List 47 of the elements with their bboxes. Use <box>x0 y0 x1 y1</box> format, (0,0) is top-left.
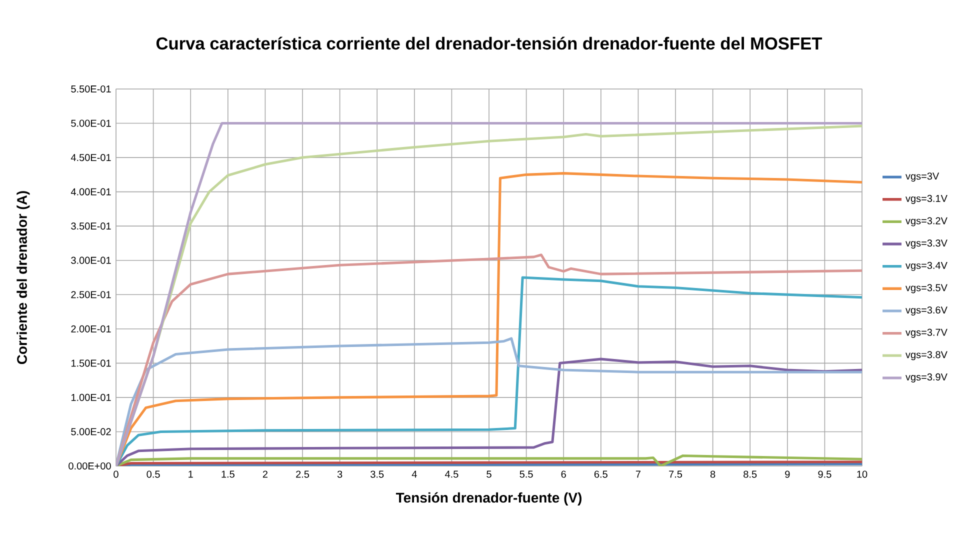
legend-label: vgs=3.4V <box>906 262 948 271</box>
y-tick-label: 3.00E-01 <box>71 256 111 264</box>
y-tick-label: 4.00E-01 <box>70 188 111 196</box>
legend-label: vgs=3.7V <box>906 328 948 338</box>
y-tick-label: 3.50E-01 <box>71 222 111 230</box>
x-tick-label: 10 <box>857 470 868 478</box>
y-tick-label: 4.50E-01 <box>70 154 111 162</box>
legend-label: vgs=3.8V <box>906 351 948 360</box>
chart-title: Curva característica corriente del drenador-tensión drenador-fuente del MOSFET <box>156 36 822 50</box>
y-tick-label: 5.00E-02 <box>71 428 111 436</box>
legend-label: vgs=3.2V <box>906 217 948 226</box>
x-tick-label: 3 <box>337 470 342 478</box>
legend-label: vgs=3.5V <box>906 284 948 294</box>
legend-label: vgs=3V <box>906 172 940 182</box>
x-tick-label: 5.5 <box>520 470 533 478</box>
y-tick-label: 1.00E-01 <box>71 394 111 401</box>
x-tick-label: 2.5 <box>296 470 310 478</box>
x-tick-label: 0.5 <box>146 470 160 478</box>
y-tick-label: 0.00E+00 <box>68 462 111 470</box>
x-tick-label: 9.5 <box>818 470 832 478</box>
x-tick-label: 8 <box>710 470 716 478</box>
legend-label: vgs=3.6V <box>906 306 948 316</box>
y-tick-label: 1.50E-01 <box>71 360 111 367</box>
x-axis-title: Tensión drenador-fuente (V) <box>396 492 582 506</box>
x-tick-label: 1.5 <box>222 470 234 478</box>
x-tick-label: 4.5 <box>444 470 458 478</box>
y-tick-label: 2.50E-01 <box>71 291 111 298</box>
y-tick-label: 2.00E-01 <box>71 325 111 332</box>
legend-label: vgs=3.1V <box>906 194 948 204</box>
x-tick-label: 9 <box>785 470 790 478</box>
y-axis-title: Corriente del drenador (A) <box>16 191 30 364</box>
x-tick-label: 5 <box>486 470 492 478</box>
legend-label: vgs=3.9V <box>906 373 948 382</box>
x-tick-label: 4 <box>412 470 417 478</box>
x-tick-label: 6.5 <box>594 470 608 478</box>
y-tick-label: 5.50E-01 <box>71 85 111 93</box>
x-tick-label: 0 <box>114 470 118 478</box>
line-series <box>116 358 862 466</box>
x-tick-label: 7 <box>636 470 640 478</box>
x-tick-label: 7.5 <box>669 470 682 478</box>
x-tick-label: 1 <box>188 470 193 478</box>
x-tick-label: 6 <box>561 470 566 478</box>
x-tick-label: 3.5 <box>370 470 384 478</box>
x-tick-label: 2 <box>262 470 268 478</box>
x-tick-label: 8.5 <box>744 470 757 478</box>
y-tick-label: 5.00E-01 <box>71 120 111 127</box>
legend-label: vgs=3.3V <box>906 240 948 249</box>
